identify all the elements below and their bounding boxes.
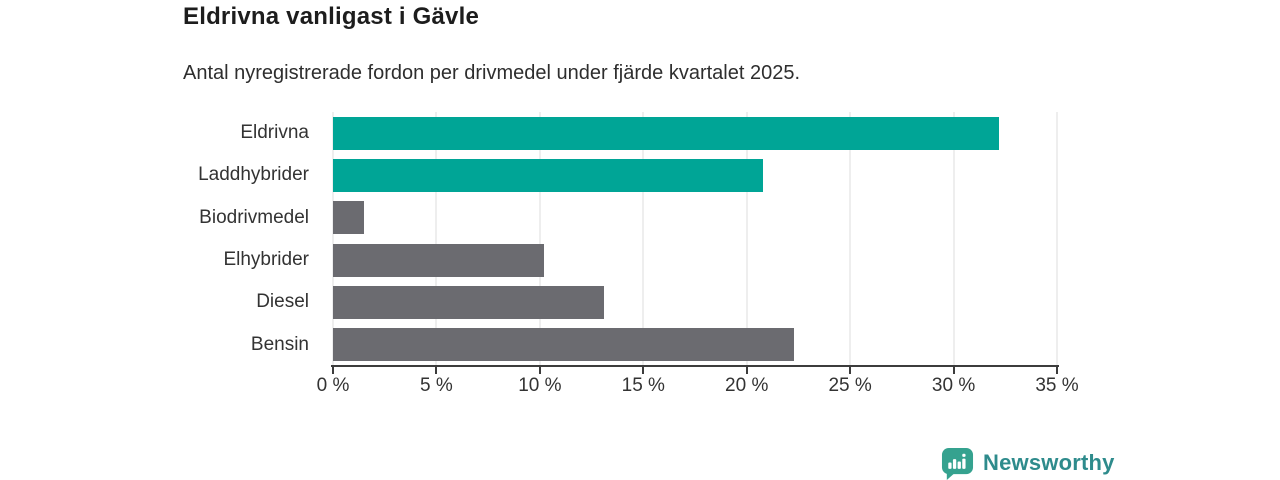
x-axis-tick: [332, 367, 334, 374]
category-label: Elhybrider: [223, 249, 309, 271]
x-axis-tick: [435, 367, 438, 374]
x-axis-line: [331, 365, 1059, 367]
chart-subtitle: Antal nyregistrerade fordon per drivmede…: [183, 62, 801, 84]
gridline: [849, 112, 851, 366]
x-axis-tick: [642, 367, 645, 374]
bar-elhybrider: [333, 243, 544, 277]
gridline: [435, 112, 437, 366]
gridline: [953, 112, 955, 366]
category-label: Bensin: [250, 333, 309, 355]
x-axis-tick-label: 35 %: [1035, 375, 1079, 396]
category-label: Eldrivna: [240, 122, 309, 144]
gridline: [1056, 112, 1058, 366]
bar-eldrivna: [333, 116, 1000, 150]
category-label: Biodrivmedel: [199, 206, 309, 228]
x-axis-tick: [1056, 367, 1058, 374]
x-axis-tick-label: 20 %: [725, 375, 769, 396]
newsworthy-logo: Newsworthy: [941, 446, 1115, 480]
x-axis-tick-label: 0 %: [316, 375, 350, 396]
x-axis-tick: [952, 367, 955, 374]
x-axis-tick: [538, 367, 541, 374]
plot-area: [332, 112, 1058, 366]
category-label: Laddhybrider: [198, 164, 309, 186]
gridline: [746, 112, 748, 366]
gridline: [642, 112, 644, 366]
bar-laddhybrider: [333, 159, 764, 192]
gridline: [539, 112, 541, 366]
x-axis-tick: [849, 367, 852, 374]
x-axis-tick-label: 25 %: [828, 375, 872, 396]
gridline: [332, 112, 334, 366]
bar-bensin: [333, 328, 795, 362]
x-axis-tick-label: 30 %: [931, 375, 976, 396]
x-axis-tick-label: 10 %: [518, 375, 562, 396]
bar-diesel: [333, 286, 604, 319]
newsworthy-wordmark: Newsworthy: [983, 450, 1115, 475]
category-label: Diesel: [256, 291, 309, 313]
bar-biodrivmedel: [333, 201, 365, 235]
x-axis-tick-label: 5 %: [420, 375, 453, 396]
x-axis-tick: [745, 367, 748, 374]
category-labels: Eldrivna Laddhybrider Biodrivmedel Elhybrid…: [100, 112, 321, 366]
chart-title: Eldrivna vanligast i Gävle: [183, 3, 479, 30]
x-axis: [331, 365, 1059, 374]
newsworthy-icon: [941, 447, 974, 480]
x-axis-tick-label: 15 %: [621, 375, 665, 396]
x-axis-tick-labels: 0 % 5 % 10 % 15 % 20 % 25 % 30 % 35 %: [317, 375, 1079, 399]
